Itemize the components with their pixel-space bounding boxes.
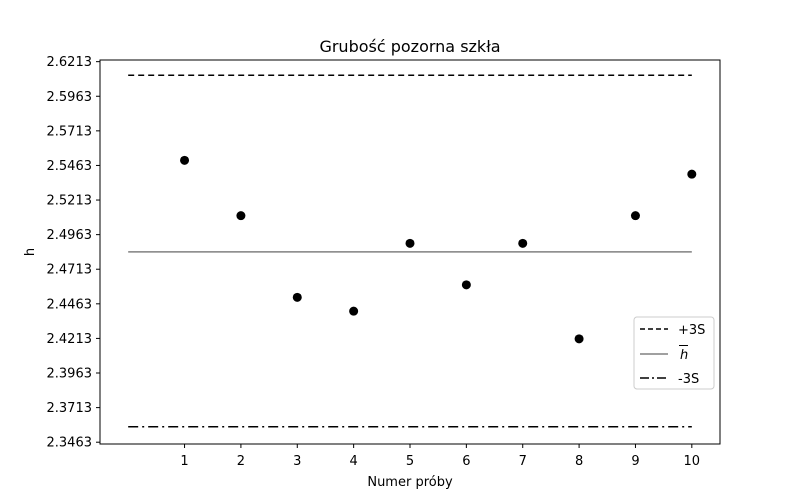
y-tick-label: 2.4213: [47, 332, 93, 347]
y-axis-ticks: 2.3463 2.3713 2.3963 2.4213 2.4463 2.4713 2.49…: [47, 55, 100, 451]
data-point: [687, 169, 697, 179]
data-point: [574, 334, 584, 344]
x-tick-label: 7: [519, 454, 527, 469]
y-tick-label: 2.5463: [47, 159, 93, 174]
data-point: [180, 155, 190, 165]
x-tick-label: 9: [631, 454, 639, 469]
x-tick-label: 1: [180, 454, 188, 469]
data-points: [180, 155, 697, 344]
x-tick-label: 5: [406, 454, 414, 469]
y-tick-label: 2.6213: [47, 55, 93, 70]
x-tick-label: 10: [684, 454, 701, 469]
legend: +3S h -3S: [633, 316, 715, 390]
y-tick-label: 2.5963: [47, 90, 93, 105]
data-point: [236, 211, 246, 221]
y-tick-label: 2.4713: [47, 263, 93, 278]
x-tick-label: 8: [575, 454, 583, 469]
chart-title: Grubość pozorna szkła: [319, 37, 500, 56]
x-tick-label: 6: [462, 454, 470, 469]
data-point: [630, 211, 640, 221]
y-tick-label: 2.3713: [47, 401, 93, 416]
x-tick-label: 4: [349, 454, 357, 469]
x-axis-label: Numer próby: [367, 475, 453, 490]
data-point: [405, 238, 415, 248]
data-point: [292, 292, 302, 302]
legend-label-plus3s: +3S: [678, 323, 705, 338]
data-point: [461, 280, 471, 290]
legend-label-minus3s: -3S: [678, 372, 699, 387]
data-point: [518, 238, 528, 248]
x-tick-label: 3: [293, 454, 301, 469]
y-tick-label: 2.5713: [47, 124, 93, 139]
x-axis-ticks: 1 2 3 4 5 6 7 8 9 10: [180, 444, 700, 469]
x-tick-label: 2: [237, 454, 245, 469]
legend-label-mean: h: [680, 348, 688, 363]
y-tick-label: 2.5213: [47, 194, 93, 209]
legend-box: [633, 316, 715, 390]
data-point: [349, 306, 359, 316]
y-axis-label: h: [23, 248, 38, 256]
y-tick-label: 2.4963: [47, 228, 93, 243]
y-tick-label: 2.4463: [47, 297, 93, 312]
reference-lines: [128, 74, 692, 428]
y-tick-label: 2.3463: [47, 436, 93, 451]
y-tick-label: 2.3963: [47, 367, 93, 382]
